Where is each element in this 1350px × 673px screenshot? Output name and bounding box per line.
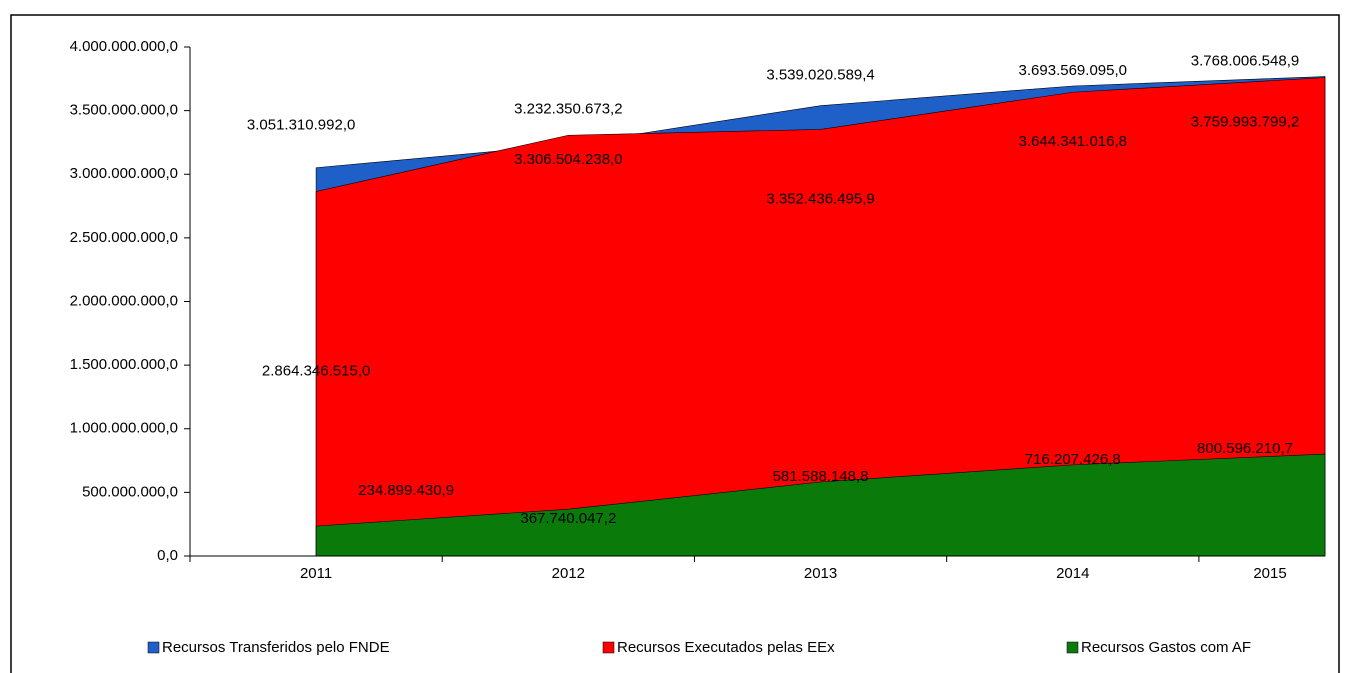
x-tick-label: 2013 (804, 565, 837, 582)
data-label: 3.306.504.238,0 (514, 151, 622, 168)
legend-swatch (1066, 641, 1079, 654)
y-tick-label: 500.000.000,0 (82, 483, 178, 500)
data-label: 581.588.148,8 (773, 468, 869, 485)
data-label: 716.207.426,8 (1025, 451, 1121, 468)
y-tick-label: 0,0 (157, 547, 178, 564)
data-label: 2.864.346.515,0 (262, 362, 370, 379)
legend-label: Recursos Executados pelas EEx (617, 639, 835, 656)
legend-swatch (602, 641, 615, 654)
x-tick-label: 2011 (300, 565, 332, 582)
y-tick-label: 3.500.000.000,0 (70, 102, 178, 119)
y-tick-label: 3.000.000.000,0 (70, 165, 178, 182)
chart-border (10, 14, 1340, 673)
x-tick-label: 2015 (1253, 565, 1286, 582)
data-label: 3.051.310.992,0 (247, 117, 355, 134)
y-tick-label: 4.000.000.000,0 (70, 38, 178, 55)
data-label: 3.539.020.589,4 (766, 67, 874, 84)
legend-label: Recursos Transferidos pelo FNDE (162, 639, 390, 656)
data-label: 3.759.993.799,2 (1191, 114, 1299, 131)
y-tick-label: 2.500.000.000,0 (70, 229, 178, 246)
legend-label: Recursos Gastos com AF (1081, 639, 1251, 656)
data-label: 800.596.210,7 (1197, 440, 1293, 457)
y-tick-label: 1.500.000.000,0 (70, 356, 178, 373)
data-label: 3.644.341.016,8 (1019, 133, 1127, 150)
y-tick-label: 1.000.000.000,0 (70, 420, 178, 437)
data-label: 3.352.436.495,9 (766, 190, 874, 207)
data-label: 3.693.569.095,0 (1019, 62, 1127, 79)
x-tick-label: 2012 (552, 565, 585, 582)
area (315, 453, 1326, 557)
data-label: 3.232.350.673,2 (514, 101, 622, 118)
legend-swatch (147, 641, 160, 654)
data-label: 3.768.006.548,9 (1191, 52, 1299, 69)
data-label: 367.740.047,2 (520, 510, 616, 527)
y-tick-label: 2.000.000.000,0 (70, 292, 178, 309)
x-tick-label: 2014 (1056, 565, 1089, 582)
data-label: 234.899.430,9 (358, 482, 454, 499)
